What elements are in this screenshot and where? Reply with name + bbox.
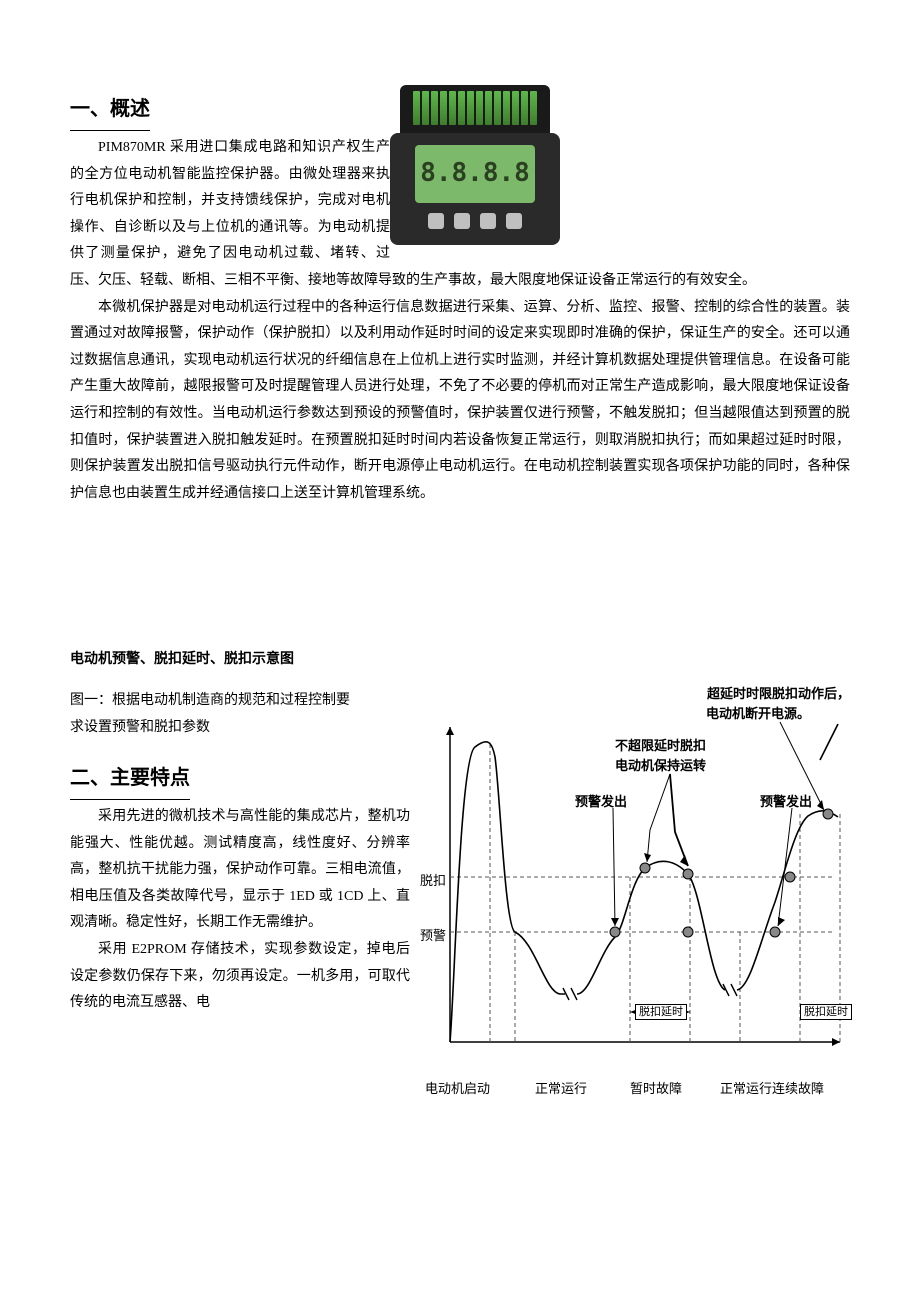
annot-delay-right: 脱扣延时 xyxy=(800,1004,852,1020)
x-label-normal: 正常运行 xyxy=(535,1077,587,1102)
device-render: 8.8.8.8 xyxy=(390,85,560,245)
section-1-p2: 本微机保护器是对电动机运行过程中的各种运行信息数据进行采集、运算、分析、监控、报… xyxy=(70,295,850,508)
product-image: 8.8.8.8 xyxy=(390,85,560,245)
terminal-block xyxy=(400,85,550,133)
diagram-wrapper: 超延时时限脱扣动作后， 电动机断开电源。 不超限延时脱扣 电动机保持运转 预警发… xyxy=(420,682,850,1107)
section-2-heading: 二、主要特点 xyxy=(70,759,190,800)
annot-delay-mid: 脱扣延时 xyxy=(635,1004,687,1020)
section-1-heading: 一、概述 xyxy=(70,90,150,131)
section-2-p1: 采用先进的微机技术与高性能的集成芯片，整机功能强大、性能优越。测试精度高，线性度… xyxy=(70,804,410,937)
lcd-display: 8.8.8.8 xyxy=(415,145,535,203)
motor-trip-diagram: 超延时时限脱扣动作后， 电动机断开电源。 不超限延时脱扣 电动机保持运转 预警发… xyxy=(420,682,850,1107)
x-label-start: 电动机启动 xyxy=(425,1077,490,1102)
x-label-temp-fault: 暂时故障 xyxy=(630,1077,682,1102)
figure-caption-block: 图一：根据电动机制造商的规范和过程控制要 求设置预警和脱扣参数 xyxy=(70,688,400,741)
device-buttons xyxy=(402,213,548,229)
figure-caption-line1: 图一：根据电动机制造商的规范和过程控制要 xyxy=(70,688,400,715)
section-2-p2: 采用 E2PROM 存储技术，实现参数设定，掉电后设定参数仍保存下来，勿须再设定… xyxy=(70,937,410,1017)
x-label-cont-fault: 正常运行连续故障 xyxy=(720,1077,824,1102)
diagram-section-title: 电动机预警、脱扣延时、脱扣示意图 xyxy=(70,647,850,674)
diagram-svg xyxy=(420,682,850,1082)
figure-caption-line2: 求设置预警和脱扣参数 xyxy=(70,715,400,742)
